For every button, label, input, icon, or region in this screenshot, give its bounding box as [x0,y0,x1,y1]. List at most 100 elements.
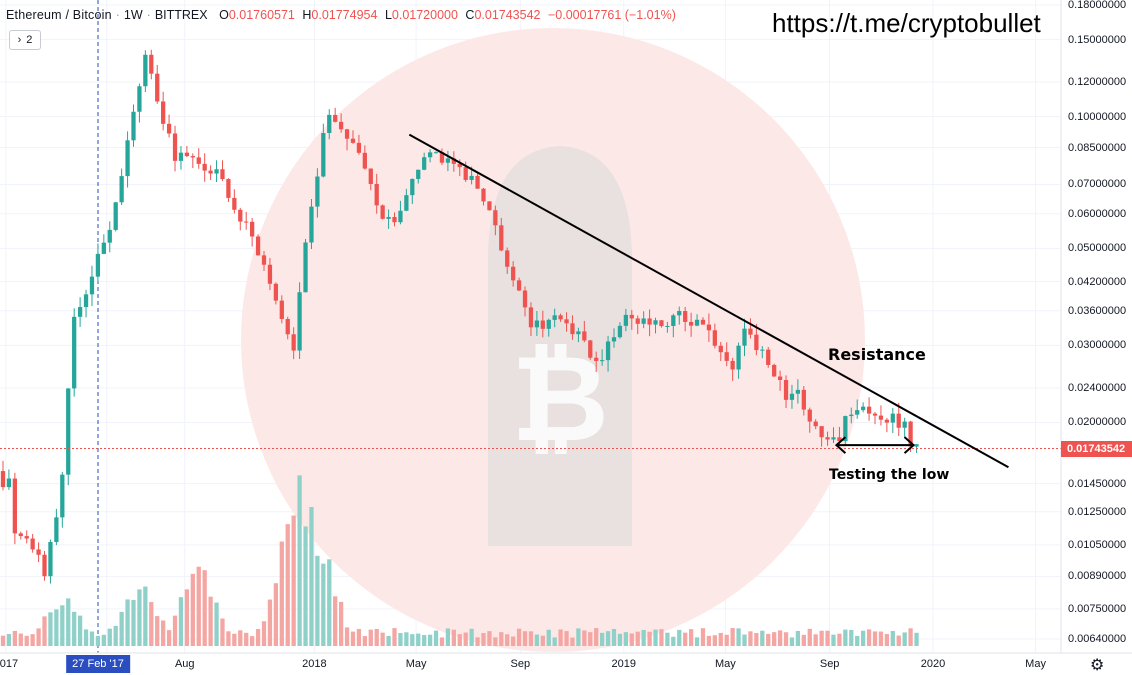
candle-body [36,549,41,555]
volume-bar [540,635,545,646]
volume-bar [855,635,860,646]
candle-body [89,276,95,295]
volume-bar [404,632,409,646]
volume-bar [398,632,403,646]
candle-body [558,315,563,320]
candle-body [178,152,184,161]
volume-bar [321,563,326,646]
volume-bar [665,632,670,646]
volume-bar [350,631,356,646]
candle-body [493,210,498,226]
interval-label[interactable]: 1W [123,8,143,22]
candle-body [350,138,356,143]
price-axis-label: 0.03600000 [1068,304,1127,317]
candle-body [665,325,670,327]
volume-bar [594,628,599,646]
volume-bar [137,589,142,646]
volume-bar [908,628,913,646]
volume-bar [261,621,267,646]
volume-bar [297,475,302,646]
candle-body [433,152,439,154]
time-axis-label: May [405,658,427,670]
volume-bar [694,637,700,646]
volume-bar [95,635,101,646]
volume-bar [439,637,445,646]
telegram-link-watermark: https://t.me/cryptobullet [772,8,1041,38]
candle-body [362,152,367,169]
candle-body [564,319,569,324]
candle-body [297,292,302,351]
candle-body [588,340,593,358]
volume-bar [700,628,706,646]
volume-bar [42,616,47,646]
candle-body [576,331,581,335]
candle-body [724,352,729,361]
volume-bar [647,631,652,646]
price-axis-label: 0.00640000 [1068,632,1127,645]
candle-body [119,176,124,203]
volume-bar [677,629,682,646]
candle-body [481,188,486,202]
volume-bar [77,615,83,646]
candle-body [321,132,326,177]
price-axis-label: 0.07000000 [1068,178,1127,191]
price-axis-label: 0.04200000 [1068,275,1127,288]
candle-body [528,307,534,328]
candle-body [896,413,901,428]
symbol-title[interactable]: Ethereum / Bitcoin [6,8,112,22]
time-axis[interactable]: 2017MayAug2018MaySep2019MaySep2020May [0,653,1132,674]
volume-bar [184,589,190,646]
open-value: 0.01760571 [228,8,295,22]
volume-bar [250,636,255,646]
candle-body [72,316,77,389]
volume-bar [54,609,59,646]
candle-body [149,54,154,74]
candle-body [315,176,320,207]
candle-body [220,169,225,180]
candle-body [866,406,872,414]
price-axis[interactable]: 0.18000000 0.15000000 0.12000000 0.10000000… [1061,0,1132,652]
candle-body [878,415,884,420]
candle-body [677,311,682,316]
volume-bar [481,633,486,646]
volume-bar [878,631,884,646]
volume-bar [338,601,344,646]
volume-bar [392,628,397,646]
candle-body [522,290,528,308]
candle-body [184,152,190,157]
candle-body [392,216,397,223]
candle-body [309,206,314,243]
price-axis-label: 0.01250000 [1068,505,1127,518]
volume-bar [48,612,53,646]
candle-body [683,311,688,322]
collapse-indicators-button[interactable]: › 2 [9,30,41,50]
volume-bar [742,634,747,646]
candle-body [831,437,836,440]
gear-icon[interactable]: ⚙ [1090,657,1105,674]
volume-bar [534,634,540,646]
volume-bar [368,629,373,646]
volume-bar [902,632,907,646]
volume-bar [30,634,35,646]
volume-bar [588,632,593,646]
volume-bar [866,629,872,646]
time-axis-label: 2019 [611,658,636,670]
candle-body [777,376,783,380]
candle-body [356,142,362,153]
volume-bar [131,599,136,646]
candle-body [404,195,409,211]
volume-bar [748,631,753,646]
candle-body [368,168,373,184]
candle-body [647,318,652,325]
price-axis-label: 0.12000000 [1068,76,1127,89]
price-axis-label: 0.00750000 [1068,602,1127,615]
change-value: −0.00017761 (−1.01%) [547,8,676,22]
volume-bar [178,597,184,646]
candle-body [54,517,59,542]
time-axis-label: Sep [819,658,840,670]
candle-body [18,533,23,537]
volume-bar [469,628,474,646]
volume-bar [872,631,878,646]
candle-body [623,314,628,326]
